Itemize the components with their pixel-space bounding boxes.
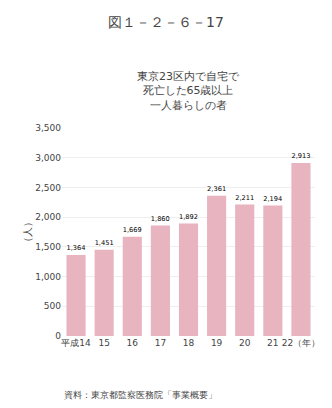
svg-text:1,364: 1,364	[67, 244, 86, 252]
svg-text:1,451: 1,451	[95, 239, 114, 247]
svg-text:2,913: 2,913	[291, 152, 310, 160]
svg-text:17: 17	[155, 338, 166, 348]
svg-text:（人）: （人）	[22, 217, 33, 247]
svg-text:2,194: 2,194	[263, 195, 282, 203]
svg-text:平成14: 平成14	[61, 338, 91, 348]
svg-text:19: 19	[211, 338, 223, 348]
svg-text:15: 15	[98, 338, 109, 348]
svg-text:18: 18	[183, 338, 195, 348]
svg-text:1,500: 1,500	[35, 242, 61, 252]
svg-text:500: 500	[44, 301, 61, 311]
svg-text:1,669: 1,669	[123, 226, 142, 234]
svg-text:3,000: 3,000	[35, 153, 61, 163]
svg-text:21: 21	[267, 338, 278, 348]
svg-text:16: 16	[127, 338, 139, 348]
svg-text:22（年）: 22（年）	[282, 338, 320, 348]
svg-text:1,860: 1,860	[151, 215, 170, 223]
svg-text:図１－２－６－17: 図１－２－６－17	[108, 14, 224, 30]
svg-text:東京23区内で自宅で死亡した65歳以上一人暮らしの者: 東京23区内で自宅で死亡した65歳以上一人暮らしの者	[137, 70, 240, 112]
svg-text:1,892: 1,892	[179, 213, 198, 221]
svg-text:2,361: 2,361	[207, 185, 226, 193]
svg-text:1,000: 1,000	[35, 272, 61, 282]
svg-text:2,000: 2,000	[35, 212, 61, 222]
svg-text:3,500: 3,500	[35, 123, 61, 133]
svg-text:2,500: 2,500	[35, 183, 61, 193]
svg-text:20: 20	[239, 338, 251, 348]
svg-text:資料：東京都監察医務院「事業概要」: 資料：東京都監察医務院「事業概要」	[64, 390, 217, 400]
svg-text:2,211: 2,211	[235, 194, 254, 202]
svg-text:0: 0	[55, 331, 61, 341]
